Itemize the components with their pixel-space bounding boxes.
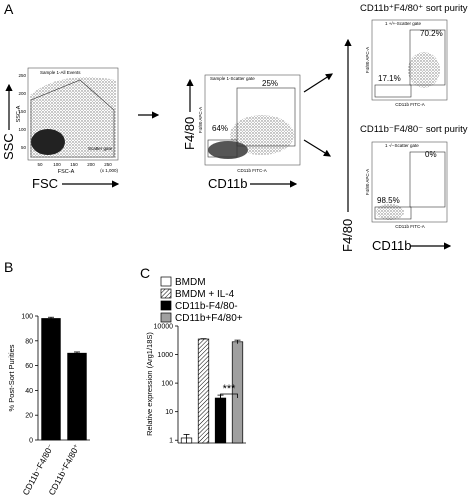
plot-title: Sample 1-Scatter gate <box>210 76 255 81</box>
axis-title: CD11b <box>372 238 412 253</box>
gate-percent: 17.1% <box>378 74 401 83</box>
legend-label: BMDM + IL-4 <box>175 289 235 300</box>
panel-label: A <box>4 1 14 17</box>
axis-label: SSC-A <box>16 105 22 122</box>
panel-label: C <box>140 265 150 281</box>
flow-plot: Sample 1-Scatter gate 25% 64% CD11b FITC… <box>182 74 301 191</box>
bar <box>197 338 210 444</box>
legend-swatch <box>160 288 172 299</box>
y-tick-label: 20 <box>25 413 33 420</box>
tick-label: 50 <box>21 145 27 150</box>
y-axis-label: % Post-Sort Purities <box>7 344 16 411</box>
bar <box>67 352 87 441</box>
scale-label: (x 1,000) <box>100 168 118 173</box>
gate-percent: 70.2% <box>420 29 443 38</box>
annotation: *** <box>223 383 237 395</box>
axis-label: CD11b FITC-A <box>237 168 266 173</box>
bar <box>41 318 61 441</box>
legend-swatch <box>160 300 172 311</box>
panel-label: B <box>4 259 13 275</box>
y-tick-label: 100 <box>21 314 33 321</box>
axis-title: SSC <box>1 133 16 160</box>
flow-plot: Sample 1-All Events Scatter gate 250 200… <box>1 67 120 191</box>
y-tick-label: 1 <box>169 438 173 445</box>
plot-heading: CD11b⁻F4/80⁻ sort purity <box>360 124 468 135</box>
gate-percent: 64% <box>212 124 228 133</box>
flow-plot: CD11b⁺F4/80⁺ sort purity 1 +/+-Scatter g… <box>360 3 468 107</box>
y-tick-label: 40 <box>25 388 33 395</box>
legend-label: CD11b-F4/80- <box>175 301 238 312</box>
plot-heading: CD11b⁺F4/80⁺ sort purity <box>360 3 468 14</box>
axis-title: F4/80 <box>340 219 355 252</box>
axis-title: F4/80 <box>182 117 197 150</box>
gate-percent: 25% <box>262 79 278 88</box>
y-tick-label: 10 <box>165 409 173 416</box>
axis-label: F4/80 APC-A <box>365 169 370 195</box>
legend-label: CD11b+F4/80+ <box>175 313 243 324</box>
tick-label: 200 <box>87 162 95 167</box>
legend-swatch <box>160 276 172 287</box>
plot-title: 1 -/--Scatter gate <box>385 143 419 148</box>
y-tick-label: 0 <box>29 438 33 445</box>
tick-label: 250 <box>104 162 112 167</box>
legend-swatch <box>160 312 172 323</box>
y-tick-label: 1000 <box>157 352 173 359</box>
y-tick-label: 10000 <box>154 324 174 331</box>
tick-label: 100 <box>53 162 61 167</box>
gate-label: Scatter gate <box>88 146 113 151</box>
axis-label: F4/80 APC-A <box>198 107 203 133</box>
y-axis-label: Relative expression (Arg1/18S) <box>145 332 154 436</box>
tick-label: 150 <box>18 109 26 114</box>
legend-label: BMDM <box>175 277 206 288</box>
axis-label: F4/80 APC-A <box>365 47 370 73</box>
y-tick-label: 60 <box>25 363 33 370</box>
axis-title: FSC <box>32 176 58 191</box>
tick-label: 200 <box>18 91 26 96</box>
axis-title: CD11b <box>208 176 248 191</box>
significance-bracket <box>220 393 238 398</box>
flow-plot: CD11b⁻F4/80⁻ sort purity 1 -/--Scatter g… <box>360 124 468 229</box>
gate-percent: 0% <box>425 150 437 159</box>
axis-label: CD11b FITC-A <box>395 224 424 229</box>
axis-label: FSC-A <box>58 169 75 175</box>
y-tick-label: 100 <box>161 381 173 388</box>
bar <box>214 397 227 444</box>
tick-label: 100 <box>18 127 26 132</box>
tick-label: 250 <box>18 73 26 78</box>
gate-percent: 98.5% <box>377 196 400 205</box>
y-tick-label: 80 <box>25 338 33 345</box>
plot-title: Sample 1-All Events <box>40 70 81 75</box>
axis-label: CD11b FITC-A <box>395 102 424 107</box>
tick-label: 50 <box>37 162 43 167</box>
tick-label: 150 <box>70 162 78 167</box>
plot-title: 1 +/+-Scatter gate <box>385 21 422 26</box>
